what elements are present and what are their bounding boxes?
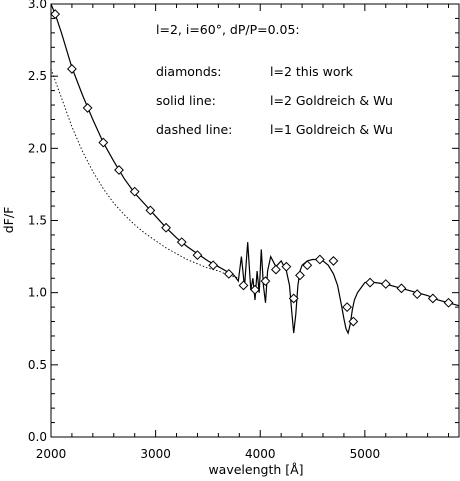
- diamond-point: [238, 280, 249, 291]
- x-tick-label: 3000: [140, 447, 171, 461]
- annotation-title: l=2, i=60°, dP/P=0.05:: [156, 22, 300, 37]
- x-tick-label: 5000: [350, 447, 381, 461]
- diamond-point: [314, 254, 325, 265]
- diamond-point: [50, 9, 61, 20]
- plot-border: [50, 3, 460, 438]
- diamond-point: [443, 297, 454, 308]
- x-tick-label: 4000: [245, 447, 276, 461]
- y-tick-label: 0.0: [28, 430, 47, 444]
- diamond-point: [288, 293, 299, 304]
- diamond-point: [260, 276, 271, 287]
- diamond-point: [223, 268, 234, 279]
- diamond-point: [145, 205, 156, 216]
- y-tick-label: 3.0: [28, 0, 47, 11]
- diamond-point: [129, 186, 140, 197]
- series-layer: [50, 3, 460, 335]
- diamond-point: [295, 270, 305, 281]
- annotation-dashed-key: dashed line:: [156, 122, 232, 137]
- diamond-point: [192, 250, 203, 261]
- diamond-point: [161, 222, 171, 233]
- ticks-layer: 2000 3000 4000 5000 0.0 0.5 1.0 1.5 2.0 2.5 3.0: [28, 0, 459, 461]
- y-axis-label: dF/F: [1, 207, 16, 234]
- diamond-point: [396, 283, 407, 294]
- diamond-point: [302, 260, 313, 271]
- x-axis-label: wavelength [Å]: [208, 462, 303, 477]
- diamond-point: [208, 260, 219, 271]
- diamond-point: [82, 103, 93, 113]
- y-tick-label: 1.5: [28, 214, 47, 228]
- diamond-point: [281, 261, 292, 272]
- annotation-solid-key: solid line:: [156, 93, 216, 108]
- diamond-point: [67, 64, 77, 74]
- diamond-point: [114, 165, 124, 175]
- plot-frame: [50, 3, 460, 438]
- diamond-point: [176, 237, 187, 248]
- y-tick-label: 0.5: [28, 358, 47, 372]
- annotation-dashed-desc: l=1 Goldreich & Wu: [270, 122, 393, 137]
- diamond-point: [412, 289, 423, 300]
- series-dashed-line: [50, 68, 240, 279]
- x-tick-label: 2000: [36, 447, 67, 461]
- diamond-point: [380, 279, 391, 289]
- y-tick-label: 2.0: [28, 141, 47, 155]
- annotation-diamonds-desc: l=2 this work: [270, 64, 354, 79]
- series-solid-line: [50, 3, 460, 335]
- diamond-point: [328, 256, 339, 266]
- y-tick-label: 1.0: [28, 286, 47, 300]
- diamond-point: [271, 264, 281, 275]
- diamond-point: [98, 137, 109, 148]
- diamond-point: [348, 316, 359, 327]
- y-tick-label: 2.5: [28, 69, 47, 83]
- diamond-point: [342, 302, 352, 313]
- annotation-solid-desc: l=2 Goldreich & Wu: [270, 93, 393, 108]
- diamond-point: [250, 284, 260, 295]
- diamond-point: [427, 293, 438, 304]
- diamond-point: [365, 277, 375, 288]
- annotation-diamonds-key: diamonds:: [156, 64, 221, 79]
